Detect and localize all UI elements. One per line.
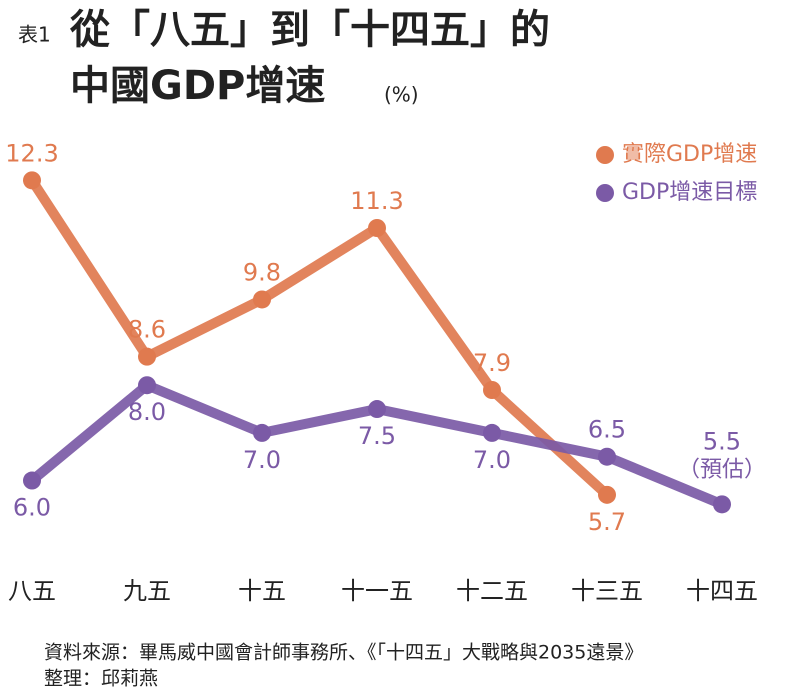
- data-point: [253, 290, 271, 309]
- data-label: 7.9: [473, 349, 511, 377]
- data-label: 7.0: [473, 446, 511, 474]
- legend-label: 實際GDP增速: [622, 142, 757, 167]
- chart-unit: (%): [384, 83, 419, 107]
- data-point: [138, 376, 156, 395]
- data-label: 7.5: [358, 422, 396, 450]
- data-point: [598, 485, 616, 504]
- data-point: [23, 471, 41, 490]
- data-point: [368, 219, 386, 237]
- data-point: [368, 400, 386, 419]
- data-label: 7.0: [243, 446, 281, 474]
- x-tick-label: 十四五: [686, 577, 758, 605]
- chart-title: 中國GDP增速: [70, 63, 325, 109]
- legend-marker: [596, 146, 614, 164]
- data-label: 12.3: [5, 139, 58, 167]
- data-point: [253, 423, 271, 442]
- legend-label: GDP增速目標: [622, 180, 757, 205]
- chart-label: 表1: [18, 23, 51, 47]
- data-point: [138, 347, 156, 366]
- source-note: 資料來源：畢馬威中國會計師事務所、《「十四五」大戰略與2035遠景》: [44, 642, 643, 664]
- x-tick-label: 十五: [238, 577, 286, 605]
- data-label: 6.5: [588, 416, 626, 444]
- data-point: [483, 381, 501, 399]
- data-point: [598, 447, 616, 466]
- series-line: [27, 175, 612, 500]
- data-label: 5.5: [703, 427, 741, 455]
- data-label: 6.0: [13, 494, 51, 522]
- data-label: 5.7: [588, 508, 626, 536]
- data-label: 8.0: [128, 398, 166, 426]
- x-tick-label: 八五: [8, 577, 56, 605]
- data-label: 11.3: [350, 187, 403, 215]
- chart-title: 從「八五」到「十四五」的: [69, 7, 550, 53]
- data-point: [23, 171, 41, 190]
- annotation: （預估）: [678, 457, 766, 482]
- x-tick-label: 九五: [123, 577, 171, 605]
- x-tick-label: 十二五: [456, 577, 528, 605]
- x-tick-label: 十一五: [341, 577, 413, 605]
- data-point: [483, 423, 501, 442]
- data-label: 9.8: [243, 258, 281, 286]
- credit-note: 整理：邱莉燕: [44, 668, 158, 690]
- data-label: 8.6: [128, 316, 166, 344]
- data-point: [713, 495, 731, 514]
- legend-marker: [596, 184, 614, 202]
- x-tick-label: 十三五: [571, 577, 643, 605]
